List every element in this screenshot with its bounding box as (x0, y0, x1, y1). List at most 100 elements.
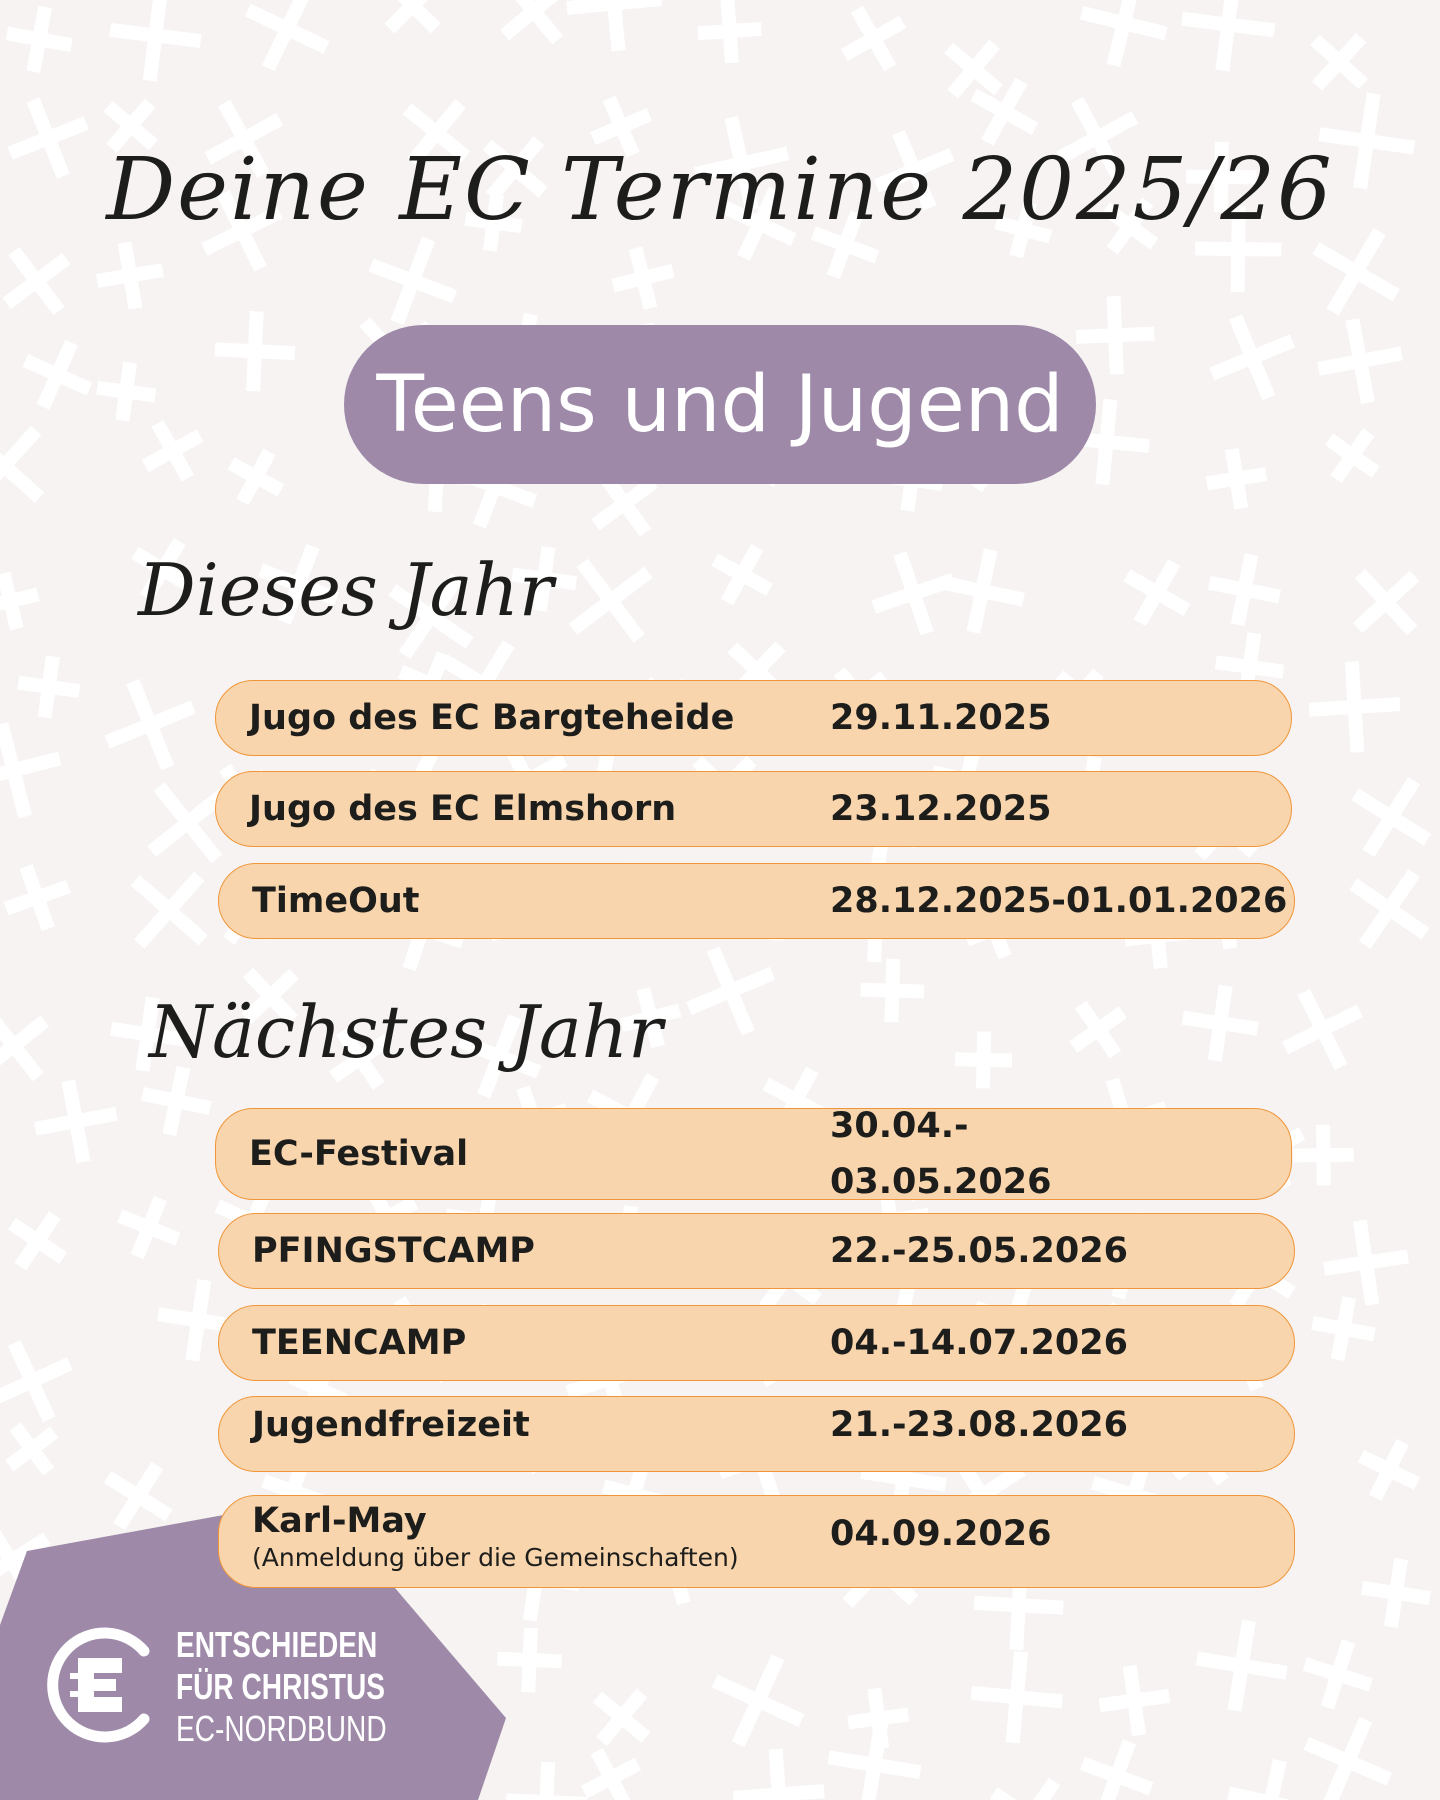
event-date: 30.04.- 03.05.2026 (830, 1098, 1051, 1210)
cross-shape (1312, 227, 1400, 316)
cross-shape (1209, 314, 1296, 401)
cross-shape (1101, 197, 1159, 255)
cross-shape (873, 129, 955, 211)
cross-shape (593, 1688, 651, 1746)
cross-shape (96, 361, 157, 422)
cross-shape (1181, 984, 1259, 1062)
cross-shape (457, 1014, 542, 1099)
event-name: Jugo des EC Elmshorn (249, 789, 677, 829)
cross-shape (1181, 0, 1276, 72)
event-date: 04.09.2026 (830, 1514, 1052, 1555)
cross-shape (1349, 868, 1430, 950)
event-date: 04.-14.07.2026 (830, 1323, 1128, 1363)
cross-shape (1310, 32, 1368, 91)
cross-shape (464, 193, 523, 252)
event-row: EC-Festival 30.04.- 03.05.2026 (215, 1106, 1292, 1202)
cross-shape (3, 864, 71, 932)
cross-shape (1226, 1759, 1315, 1800)
cross-shape (1324, 428, 1380, 484)
cross-shape (1205, 447, 1268, 510)
cross-shape (110, 996, 186, 1072)
cross-shape (204, 99, 284, 179)
cross-shape (227, 448, 285, 506)
cross-shape (954, 1031, 1013, 1089)
cross-shape (860, 958, 925, 1023)
cross-shape (2, 247, 71, 316)
cross-shape (1069, 1000, 1128, 1059)
cross-shape (1360, 1557, 1432, 1628)
cross-shape (1303, 1716, 1393, 1800)
cross-shape (482, 136, 548, 202)
cross-shape (1311, 1296, 1376, 1361)
cross-shape (1302, 1639, 1373, 1710)
cross-shape (500, 0, 568, 45)
event-row: Karl-May (Anmeldung über die Gemeinschaf… (218, 1495, 1295, 1588)
cross-shape (388, 573, 474, 660)
cross-shape (590, 95, 653, 158)
cross-shape (1323, 1219, 1410, 1306)
cross-shape (1208, 553, 1281, 627)
event-name: EC-Festival (249, 1134, 469, 1174)
cross-shape (722, 186, 797, 261)
cross-shape (1195, 1619, 1288, 1712)
cross-shape (34, 1079, 118, 1164)
cross-shape (497, 1627, 563, 1693)
logo-line-1: ENTSCHIEDEN (176, 1624, 378, 1665)
cross-shape (611, 246, 675, 310)
cross-shape (244, 0, 330, 72)
cross-shape (5, 5, 73, 73)
cross-shape (697, 0, 762, 64)
cross-shape (109, 0, 202, 82)
cross-shape (580, 1747, 642, 1800)
cross-shape (1308, 661, 1401, 753)
cross-shape (1352, 568, 1420, 636)
cross-shape (686, 946, 776, 1036)
category-pill: Teens und Jugend (344, 325, 1096, 484)
section-heading-next-year: Nächstes Jahr (149, 990, 663, 1074)
cross-shape (241, 967, 300, 1026)
cross-shape (17, 655, 81, 719)
cross-shape (1281, 988, 1363, 1071)
cross-shape (693, 115, 790, 212)
cross-shape (258, 544, 340, 625)
cross-shape (970, 1651, 1063, 1744)
event-name: TEENCAMP (252, 1323, 467, 1363)
cross-shape (104, 678, 196, 771)
page-title: Deine EC Termine 2025/26 (106, 140, 1334, 240)
cross-shape (711, 543, 773, 606)
event-row: TimeOut 28.12.2025-01.01.2026 (218, 863, 1295, 939)
event-name: PFINGSTCAMP (252, 1231, 535, 1271)
event-name: Jugendfreizeit (252, 1405, 530, 1446)
cross-shape (117, 1195, 181, 1260)
cross-shape (0, 1340, 73, 1423)
cross-shape (147, 782, 229, 864)
cross-shape (1318, 92, 1416, 190)
event-row: Jugo des EC Elmshorn 23.12.2025 (215, 771, 1292, 847)
cross-shape (568, 558, 653, 643)
event-name-text: Karl-May (252, 1500, 427, 1541)
cross-shape (103, 98, 159, 153)
event-date: 22.-25.05.2026 (830, 1231, 1128, 1271)
cross-shape (103, 1461, 173, 1531)
cross-shape (7, 1211, 68, 1271)
event-row: Jugendfreizeit 21.-23.08.2026 (218, 1396, 1295, 1472)
event-row: Jugo des EC Bargteheide 29.11.2025 (215, 680, 1292, 756)
cross-shape (0, 1010, 50, 1082)
cross-shape (1351, 777, 1432, 857)
cross-shape (1195, 205, 1282, 293)
cross-shape (5, 1422, 59, 1476)
cross-shape (0, 722, 62, 819)
cross-shape (1293, 1124, 1354, 1186)
cross-shape (840, 5, 907, 72)
event-date-end: 03.05.2026 (830, 1162, 1052, 1202)
cross-shape (989, 1777, 1070, 1800)
event-date-start: 30.04.- (830, 1106, 969, 1146)
cross-shape (22, 339, 93, 410)
cross-shape (970, 77, 1039, 146)
cross-shape (591, 470, 658, 537)
cross-shape (96, 241, 164, 310)
cross-shape (141, 1065, 212, 1137)
logo-line-2: FÜR CHRISTUS (176, 1666, 386, 1707)
cross-shape (1317, 318, 1404, 405)
cross-shape (506, 1761, 587, 1800)
